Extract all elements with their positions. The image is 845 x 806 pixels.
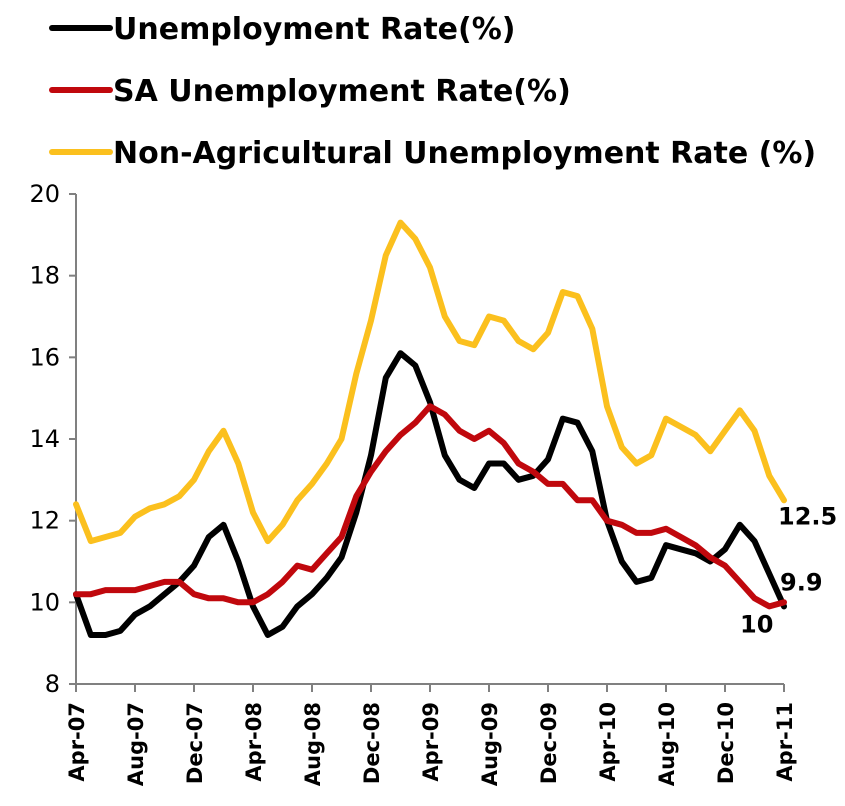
data-label-3: 12.5 (778, 502, 837, 530)
x-axis: Apr-07 Aug-07 Dec-07 Apr-08 Aug-08 Dec-08 Apr-… (65, 683, 797, 786)
legend-item-3: Non-Agricultural Unemployment Rate (%) (49, 136, 816, 171)
x-tick-label: Dec-08 (360, 702, 384, 784)
series-line-1 (73, 350, 787, 638)
x-tick-label: Apr-10 (596, 702, 620, 782)
y-tick-label: 16 (29, 343, 60, 371)
x-tick-label: Aug-10 (655, 702, 679, 786)
data-label-1: 9.9 (780, 568, 823, 596)
x-tick-label: Apr-08 (242, 702, 266, 782)
x-tick-label: Apr-11 (773, 702, 797, 782)
y-tick-label: 10 (29, 588, 60, 616)
y-tick-label: 14 (29, 425, 60, 453)
y-tick-label: 12 (29, 507, 60, 535)
y-axis: 8 10 12 14 16 18 20 (29, 180, 77, 698)
data-label-2: 10 (740, 610, 773, 638)
legend-item-2: SA Unemployment Rate(%) (49, 74, 571, 109)
x-tick-label: Aug-09 (478, 702, 502, 786)
x-tick-label: Aug-08 (301, 702, 325, 786)
legend-label-1: Unemployment Rate(%) (113, 12, 516, 47)
x-tick-label: Aug-07 (124, 702, 148, 786)
x-tick-label: Apr-07 (65, 702, 89, 782)
y-tick-label: 20 (29, 180, 60, 208)
y-tick-label: 18 (29, 262, 60, 290)
legend-label-3: Non-Agricultural Unemployment Rate (%) (113, 136, 816, 171)
legend-label-2: SA Unemployment Rate(%) (113, 74, 571, 109)
x-tick-label: Apr-09 (419, 702, 443, 782)
series-layer (73, 219, 787, 638)
y-tick-label: 8 (45, 670, 60, 698)
data-labels: 9.910 12.5 (740, 502, 837, 638)
chart-legend: Unemployment Rate(%) SA Unemployment Rate… (49, 12, 816, 171)
series-line-2 (73, 403, 787, 610)
legend-item-1: Unemployment Rate(%) (49, 12, 516, 47)
x-tick-label: Dec-10 (714, 702, 738, 784)
series-line-3 (73, 219, 787, 545)
x-tick-label: Dec-07 (183, 702, 207, 784)
x-tick-label: Dec-09 (537, 702, 561, 784)
